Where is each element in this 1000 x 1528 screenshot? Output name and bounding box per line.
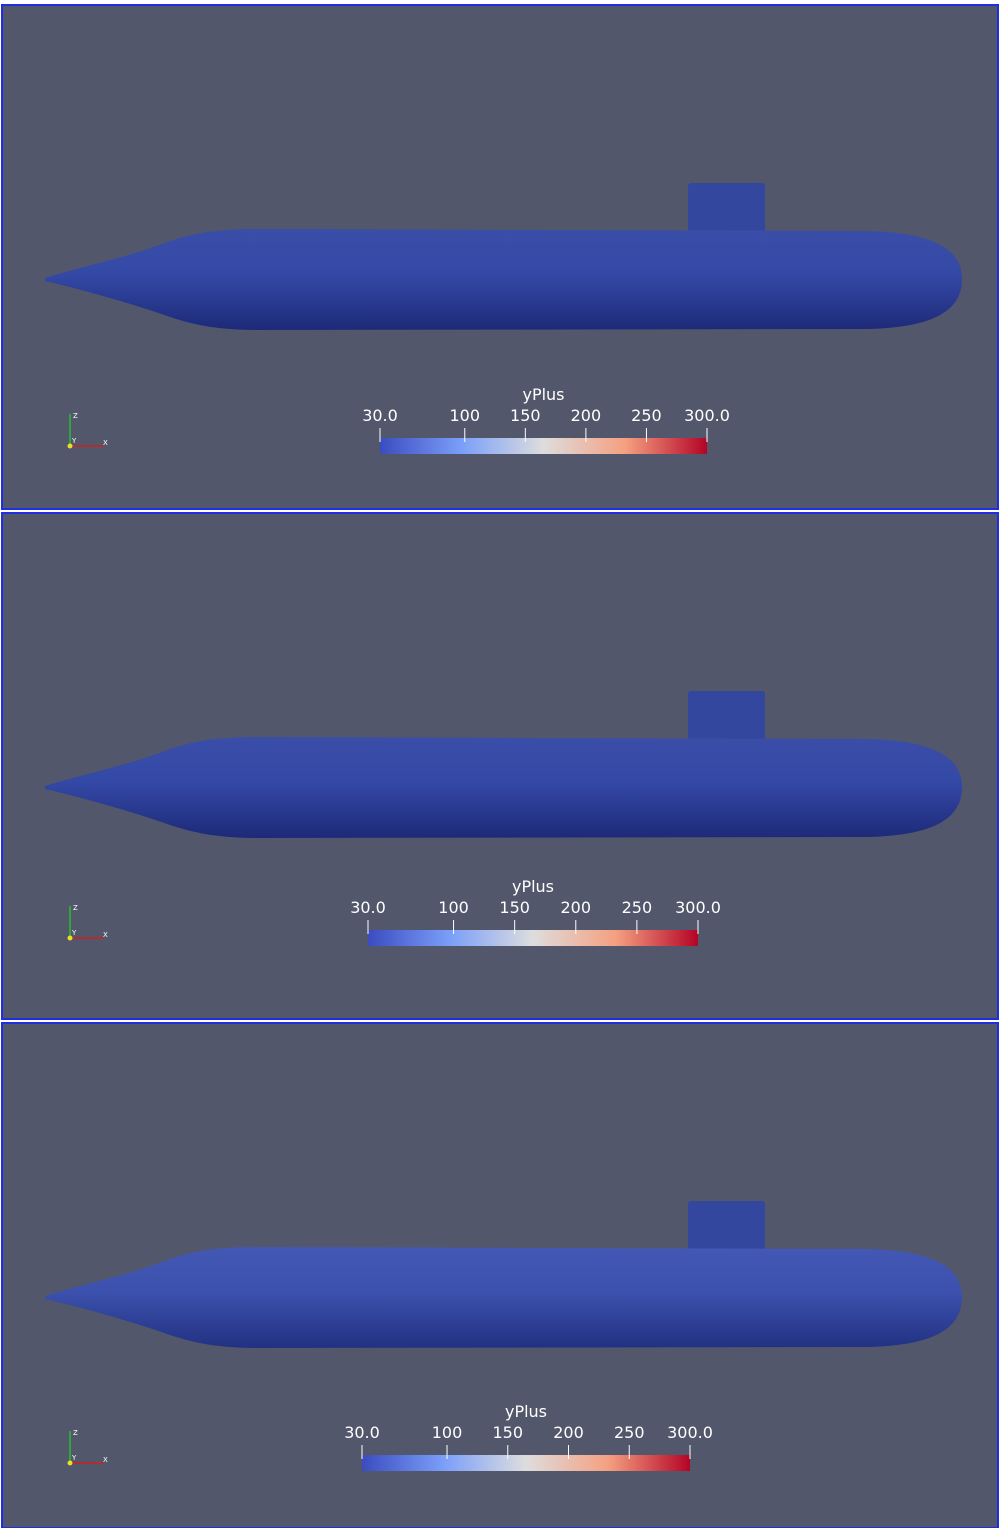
axis-y-label: Y [71, 929, 77, 937]
colorbar-title: yPlus [512, 877, 554, 896]
render-view: yPlus 30.0 100 150 200 250 300.0 Z Y X [1, 4, 999, 510]
colorbar-tick-label: 200 [553, 1423, 584, 1442]
colorbar-tick-label: 250 [614, 1423, 645, 1442]
colorbar-tick-label: 200 [571, 406, 602, 425]
render-view: yPlus 30.0 100 150 200 250 300.0 Z Y X [1, 512, 999, 1020]
axis-z-label: Z [73, 412, 78, 420]
hull [45, 229, 962, 330]
colorbar-tick-label: 300.0 [667, 1423, 713, 1442]
colorbar-tick-label: 200 [561, 898, 592, 917]
colorbar [368, 930, 698, 946]
colorbar-tick-label: 30.0 [344, 1423, 380, 1442]
axis-y-label: Y [71, 437, 77, 445]
colorbar-tick-label: 300.0 [684, 406, 730, 425]
colorbar-tick-label: 100 [438, 898, 469, 917]
axis-x-label: X [103, 931, 108, 939]
colorbar-tick-label: 100 [450, 406, 481, 425]
sail [688, 691, 765, 741]
axis-x-label: X [103, 439, 108, 447]
axis-z-label: Z [73, 1429, 78, 1437]
colorbar-tick-label: 30.0 [362, 406, 398, 425]
colorbar-tick-label: 150 [493, 1423, 524, 1442]
hull [45, 1247, 962, 1348]
colorbar-title: yPlus [522, 385, 564, 404]
colorbar-title: yPlus [505, 1402, 547, 1421]
colorbar-tick-label: 250 [622, 898, 653, 917]
sail [688, 183, 765, 233]
colorbar-tick-label: 250 [631, 406, 662, 425]
axis-x-label: X [103, 1456, 108, 1464]
render-view: yPlus 30.0 100 150 200 250 300.0 Z Y X [1, 1022, 999, 1528]
colorbar [362, 1455, 690, 1471]
colorbar-tick-label: 100 [432, 1423, 463, 1442]
colorbar-tick-label: 150 [510, 406, 541, 425]
colorbar-tick-label: 300.0 [675, 898, 721, 917]
colorbar-tick-label: 30.0 [350, 898, 386, 917]
colorbar-tick-label: 150 [499, 898, 530, 917]
hull [45, 737, 962, 838]
axis-y [67, 1460, 73, 1466]
colorbar [380, 438, 707, 454]
axis-y-label: Y [71, 1454, 77, 1462]
sail [688, 1201, 765, 1251]
axis-z-label: Z [73, 904, 78, 912]
axis-y [67, 935, 73, 941]
axis-y [67, 443, 73, 449]
